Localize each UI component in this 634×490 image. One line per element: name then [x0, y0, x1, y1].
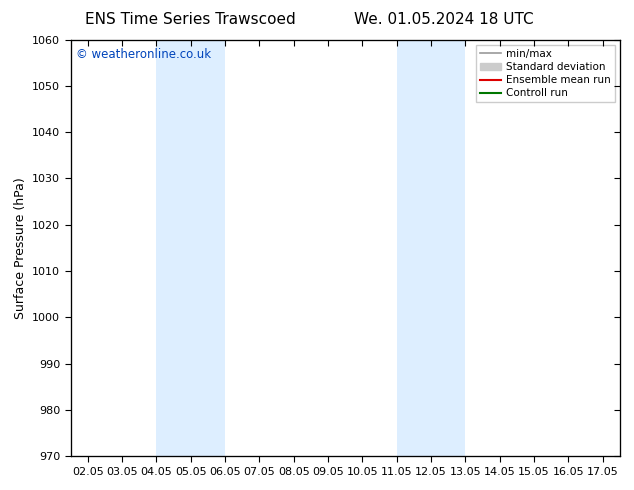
Text: ENS Time Series Trawscoed: ENS Time Series Trawscoed [85, 12, 295, 27]
Y-axis label: Surface Pressure (hPa): Surface Pressure (hPa) [13, 177, 27, 318]
Legend: min/max, Standard deviation, Ensemble mean run, Controll run: min/max, Standard deviation, Ensemble me… [476, 45, 615, 102]
Text: © weatheronline.co.uk: © weatheronline.co.uk [76, 48, 211, 61]
Bar [397, 40, 465, 456]
Bar [157, 40, 225, 456]
Text: We. 01.05.2024 18 UTC: We. 01.05.2024 18 UTC [354, 12, 534, 27]
